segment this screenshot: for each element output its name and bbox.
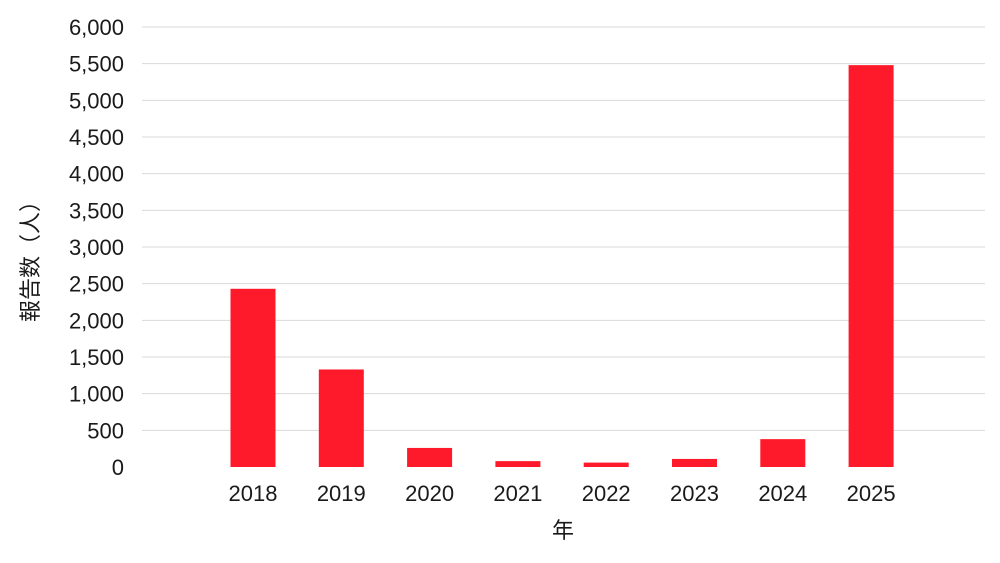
bar-2018 [230,288,276,467]
y-tick-label: 5,000 [69,88,124,113]
y-tick-label: 4,000 [69,162,124,187]
y-tick-label: 6,000 [69,15,124,40]
bar-2025 [848,65,894,467]
y-tick-label: 1,500 [69,345,124,370]
x-tick-label: 2022 [582,481,631,506]
y-axis-title: 報告数（人） [19,190,44,322]
y-axis-ticks: 0 500 1,000 1,500 2,000 2,500 3,000 3,500 4,000 4… [69,15,124,480]
y-tick-label: 1,000 [69,382,124,407]
x-tick-label: 2023 [670,481,719,506]
x-axis-ticks: 2018 2019 2020 2021 2022 2023 2024 2025 [229,481,896,506]
y-tick-label: 2,000 [69,308,124,333]
gridlines [142,26,985,431]
bar-2019 [318,369,364,467]
x-tick-label: 2021 [493,481,542,506]
y-tick-label: 5,500 [69,52,124,77]
y-tick-label: 2,500 [69,272,124,297]
x-axis-title: 年 [552,519,574,544]
y-tick-label: 3,000 [69,235,124,260]
x-tick-label: 2020 [405,481,454,506]
x-tick-label: 2019 [317,481,366,506]
y-tick-label: 3,500 [69,198,124,223]
bar-2022 [583,462,629,467]
bar-2020 [407,447,453,467]
x-tick-label: 2024 [758,481,807,506]
bar-2023 [672,458,717,467]
bars [230,65,894,467]
x-tick-label: 2025 [847,481,896,506]
y-tick-label: 4,500 [69,125,124,150]
x-tick-label: 2018 [229,481,278,506]
y-tick-label: 0 [112,455,124,480]
bar-2021 [495,461,541,467]
bar-2024 [760,439,806,467]
y-tick-label: 500 [87,418,124,443]
